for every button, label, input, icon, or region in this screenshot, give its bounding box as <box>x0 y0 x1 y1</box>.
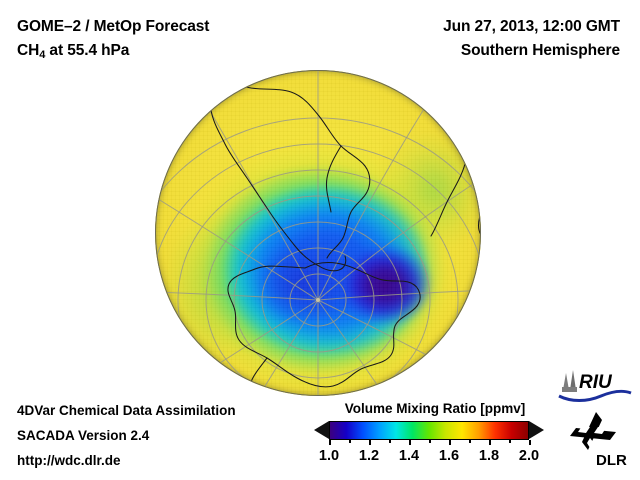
colorbar-tick-label: 2.0 <box>518 448 540 464</box>
field-purple-minimum <box>335 242 435 328</box>
species-subscript: 4 <box>39 49 46 61</box>
hemisphere-label: Southern Hemisphere <box>460 42 620 59</box>
assimilation-label: 4DVar Chemical Data Assimilation <box>17 403 236 418</box>
riu-wave <box>558 389 632 402</box>
colorbar-tick-label: 1.4 <box>398 448 420 464</box>
dlr-mark <box>570 412 616 450</box>
coastline-antarctica <box>227 262 421 388</box>
species-prefix: CH <box>17 42 40 59</box>
colorbar-title: Volume Mixing Ratio [ppmv] <box>344 401 526 416</box>
globe-disc <box>155 70 481 396</box>
coastline-south-america <box>216 71 371 259</box>
coastline-africa <box>430 81 471 237</box>
coastline-south-america-coast-detail <box>325 145 342 213</box>
colorbar-tick-label: 1.0 <box>318 448 340 464</box>
riu-wordmark: RIU <box>579 372 613 393</box>
coastline-new-zealand <box>390 387 408 395</box>
dlr-logo: DLR <box>570 412 627 468</box>
version-label: SACADA Version 2.4 <box>17 428 150 443</box>
colorbar-low-arrow <box>314 421 329 439</box>
colorbar-gradient <box>329 421 529 440</box>
riu-logo: RIU <box>558 370 632 402</box>
polar-map <box>155 70 481 396</box>
map-overlay <box>156 71 480 395</box>
datetime-label: Jun 27, 2013, 12:00 GMT <box>443 18 620 35</box>
riu-cathedral-icon <box>562 370 577 392</box>
url-label[interactable]: http://wdc.dlr.de <box>17 453 121 468</box>
colorbar-tick-label: 1.6 <box>438 448 460 464</box>
colorbar-tick-labels: 1.0 1.2 1.4 1.6 1.8 2.0 <box>312 448 546 468</box>
instrument-title: GOME–2 / MetOp Forecast <box>17 18 210 35</box>
colorbar-tick-label: 1.8 <box>478 448 500 464</box>
coastline-africa-east <box>454 81 480 209</box>
coastline-antarctic-peninsula <box>246 357 268 395</box>
coastline-islands-south <box>224 388 246 395</box>
coastline-tierra-del-fuego <box>318 255 347 272</box>
colorbar-tick-label: 1.2 <box>358 448 380 464</box>
colorbar <box>312 420 546 445</box>
species-level-title: CH4 at 55.4 hPa <box>17 42 129 61</box>
coastline-madagascar <box>477 173 480 239</box>
dlr-wordmark: DLR <box>596 452 627 468</box>
species-suffix: at 55.4 hPa <box>45 42 130 59</box>
colorbar-high-arrow <box>529 421 544 439</box>
colorbar-ticks <box>329 440 531 447</box>
